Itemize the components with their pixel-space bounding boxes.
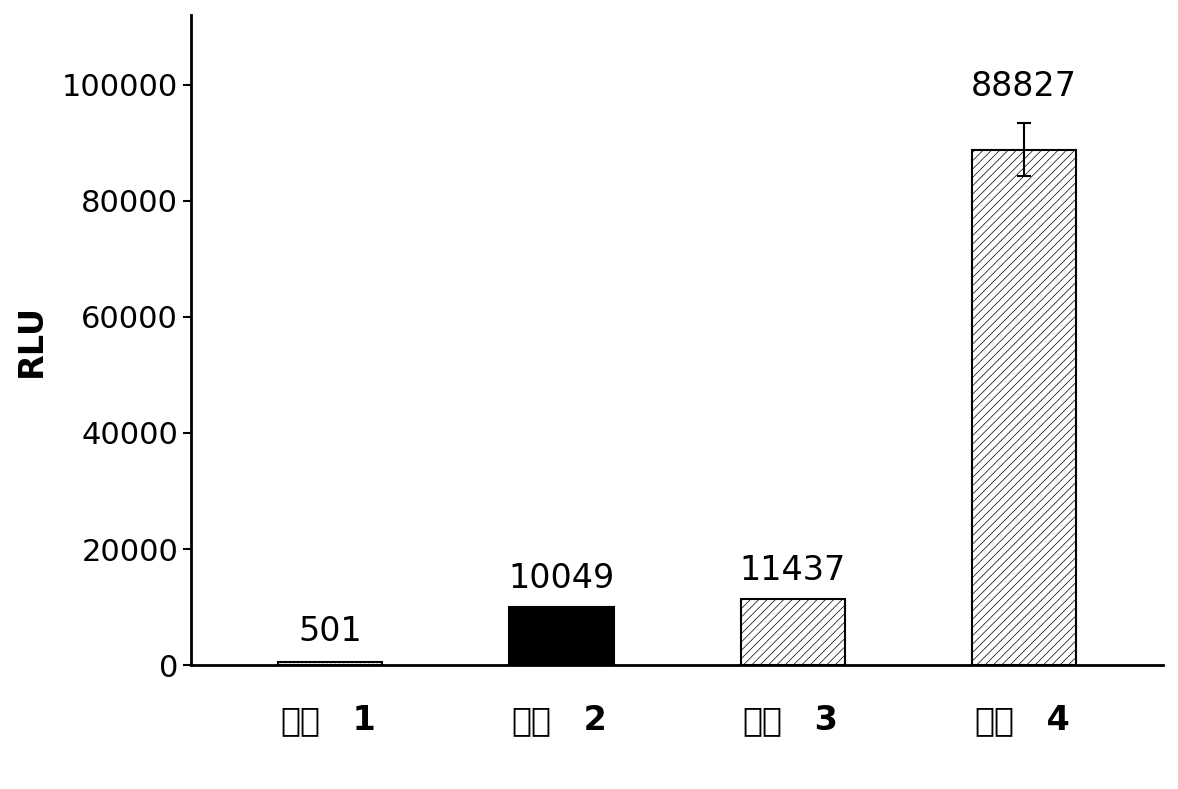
Text: 探针: 探针: [743, 704, 782, 737]
Text: 10049: 10049: [509, 562, 615, 595]
Text: 11437: 11437: [740, 554, 846, 587]
Text: 探针: 探针: [511, 704, 551, 737]
Y-axis label: RLU: RLU: [15, 304, 48, 376]
Bar: [509, 607, 614, 665]
Text: 探针: 探针: [280, 704, 320, 737]
Text: 3: 3: [803, 704, 838, 737]
Bar: [278, 662, 382, 665]
Text: 1: 1: [340, 704, 376, 737]
Bar: [741, 599, 845, 665]
Text: 探针: 探针: [974, 704, 1014, 737]
Text: 501: 501: [298, 615, 362, 648]
Text: 4: 4: [1034, 704, 1070, 737]
Text: 88827: 88827: [971, 70, 1077, 103]
Text: 2: 2: [571, 704, 607, 737]
Bar: [972, 149, 1077, 665]
